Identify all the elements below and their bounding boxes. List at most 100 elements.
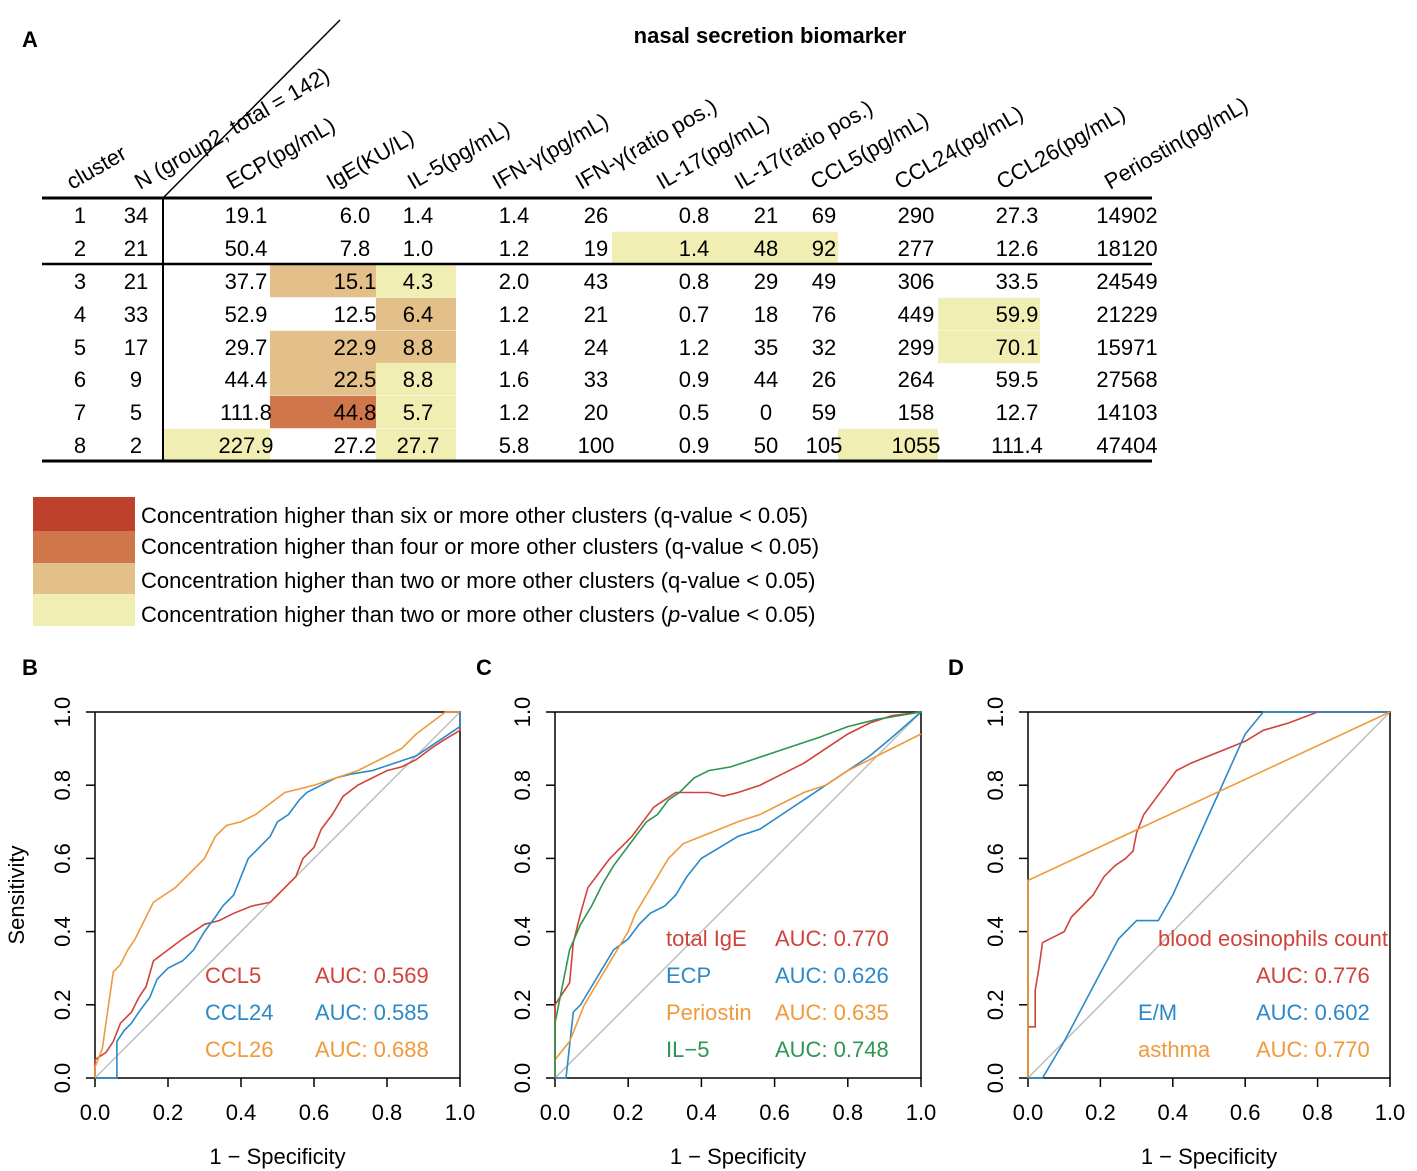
y-tick-label: 0.0 — [510, 1063, 535, 1094]
legend-auc: AUC: 0.770 — [1256, 1037, 1370, 1062]
table-cell: 44.4 — [225, 367, 268, 392]
x-tick-label: 0.4 — [1158, 1100, 1189, 1125]
roc-curve-ccl24 — [95, 712, 461, 1079]
table-cell: 306 — [898, 269, 935, 294]
y-tick-label: 0.6 — [50, 843, 75, 874]
legend-auc: AUC: 0.776 — [1256, 963, 1370, 988]
roc-curve-ccl26 — [94, 711, 460, 1078]
legend-label: Concentration higher than two or more ot… — [141, 602, 815, 627]
y-axis-label: Sensitivity — [4, 845, 29, 944]
table-cell: 105 — [806, 433, 843, 458]
panel-label: B — [22, 655, 38, 680]
table-cell: 15.1 — [334, 269, 377, 294]
table-title: nasal secretion biomarker — [634, 23, 907, 48]
table-cell-highlight — [163, 428, 270, 462]
table-cell: 1.2 — [499, 236, 530, 261]
table-cell: 277 — [898, 236, 935, 261]
y-tick-label: 1.0 — [510, 697, 535, 728]
legend-series-name: E/M — [1138, 1000, 1177, 1025]
legend-label: Concentration higher than two or more ot… — [141, 568, 815, 593]
table-cell: 47404 — [1096, 433, 1157, 458]
y-tick-label: 0.8 — [983, 770, 1008, 801]
table-cell-highlight — [760, 231, 838, 265]
table-cell: 21 — [584, 302, 608, 327]
table-cell: 5 — [130, 400, 142, 425]
x-tick-label: 0.8 — [833, 1100, 864, 1125]
y-tick-label: 0.8 — [50, 770, 75, 801]
table-cell-highlight — [270, 330, 376, 364]
legend-series-name: CCL24 — [205, 1000, 273, 1025]
table-cell: 92 — [812, 236, 836, 261]
x-tick-label: 0.2 — [1085, 1100, 1116, 1125]
table-cell: 21 — [124, 236, 148, 261]
table-cell: 59.9 — [996, 302, 1039, 327]
roc-panel-c: C 0.0 0.2 0.4 0.6 0.8 1.0 0.0 0.2 0.4 0.6 0.8 1.0 1 −… — [476, 655, 936, 1169]
table-cell: 1.2 — [499, 400, 530, 425]
table-cell-highlight — [376, 428, 456, 462]
legend-series-name: total IgE — [666, 926, 747, 951]
plot-frame — [554, 711, 922, 1079]
table-cell: 0.9 — [679, 367, 710, 392]
table-cell: 50 — [754, 433, 778, 458]
table-cell: 52.9 — [225, 302, 268, 327]
table-cell: 33 — [124, 302, 148, 327]
roc-curve-asthma — [1027, 711, 1391, 1078]
table-cell-highlight — [376, 264, 456, 298]
table-cell: 8 — [74, 433, 86, 458]
table-cell: 0.7 — [679, 302, 710, 327]
table-cell: 111.4 — [991, 433, 1043, 458]
table-cell: 7 — [74, 400, 86, 425]
table-header-row: cluster N (group2, total = 142)ECP(pg/mL)… — [62, 62, 1252, 194]
y-tick-label: 0.4 — [510, 916, 535, 947]
table-cell: 111.8 — [220, 400, 272, 425]
table-cell: 12.7 — [996, 400, 1039, 425]
x-tick-label: 1.0 — [906, 1100, 937, 1125]
table-cell: 2 — [130, 433, 142, 458]
table-cell: 5.7 — [403, 400, 434, 425]
table-header-cell: IFN-γ(ratio pos.) — [571, 93, 721, 194]
legend-auc: AUC: 0.688 — [315, 1037, 429, 1062]
legend-heading: blood eosinophils count — [1158, 926, 1388, 951]
table-cell: 35 — [754, 335, 778, 360]
y-tick-label: 1.0 — [983, 697, 1008, 728]
table-cell-highlight — [270, 362, 376, 396]
table-shading — [163, 231, 1040, 462]
table-cell: 8.8 — [403, 367, 434, 392]
table-cell-highlight — [376, 362, 456, 396]
table-cell: 9 — [130, 367, 142, 392]
table-header-cell: Periostin(pg/mL) — [1100, 92, 1252, 194]
x-tick-label: 0.0 — [80, 1100, 111, 1125]
x-tick-label: 0.6 — [299, 1100, 330, 1125]
significance-legend: Concentration higher than six or more ot… — [33, 497, 819, 627]
table-cell: 5.8 — [499, 433, 530, 458]
legend-series-name: IL−5 — [666, 1037, 709, 1062]
table-cell: 22.9 — [334, 335, 377, 360]
legend-auc: AUC: 0.602 — [1256, 1000, 1370, 1025]
table-cell: 21229 — [1096, 302, 1157, 327]
table-cell: 0.8 — [679, 203, 710, 228]
y-tick-label: 1.0 — [50, 697, 75, 728]
table-cell: 33 — [584, 367, 608, 392]
legend-swatch — [33, 563, 135, 594]
table-cell: 29.7 — [225, 335, 268, 360]
table-cell: 7.8 — [340, 236, 371, 261]
legend-series-name: CCL5 — [205, 963, 261, 988]
table-cell: 0.5 — [679, 400, 710, 425]
table-cell: 1.4 — [403, 203, 434, 228]
x-tick-label: 0.2 — [153, 1100, 184, 1125]
table-cell: 26 — [584, 203, 608, 228]
table-cell: 49 — [812, 269, 836, 294]
table-cell-highlight — [690, 231, 760, 265]
legend-auc: AUC: 0.569 — [315, 963, 429, 988]
table-cell: 299 — [898, 335, 935, 360]
table-cell: 1055 — [892, 433, 941, 458]
table-cell: 21 — [754, 203, 778, 228]
x-axis-label: 1 − Specificity — [209, 1144, 345, 1169]
x-tick-label: 0.4 — [226, 1100, 257, 1125]
y-tick-label: 0.0 — [50, 1063, 75, 1094]
table-cell: 1.4 — [679, 236, 710, 261]
table-cell-highlight — [938, 297, 1040, 331]
chance-diagonal — [554, 711, 922, 1079]
table-cell: 27.7 — [397, 433, 440, 458]
roc-curve-blood-eosinophils — [1027, 711, 1390, 1078]
